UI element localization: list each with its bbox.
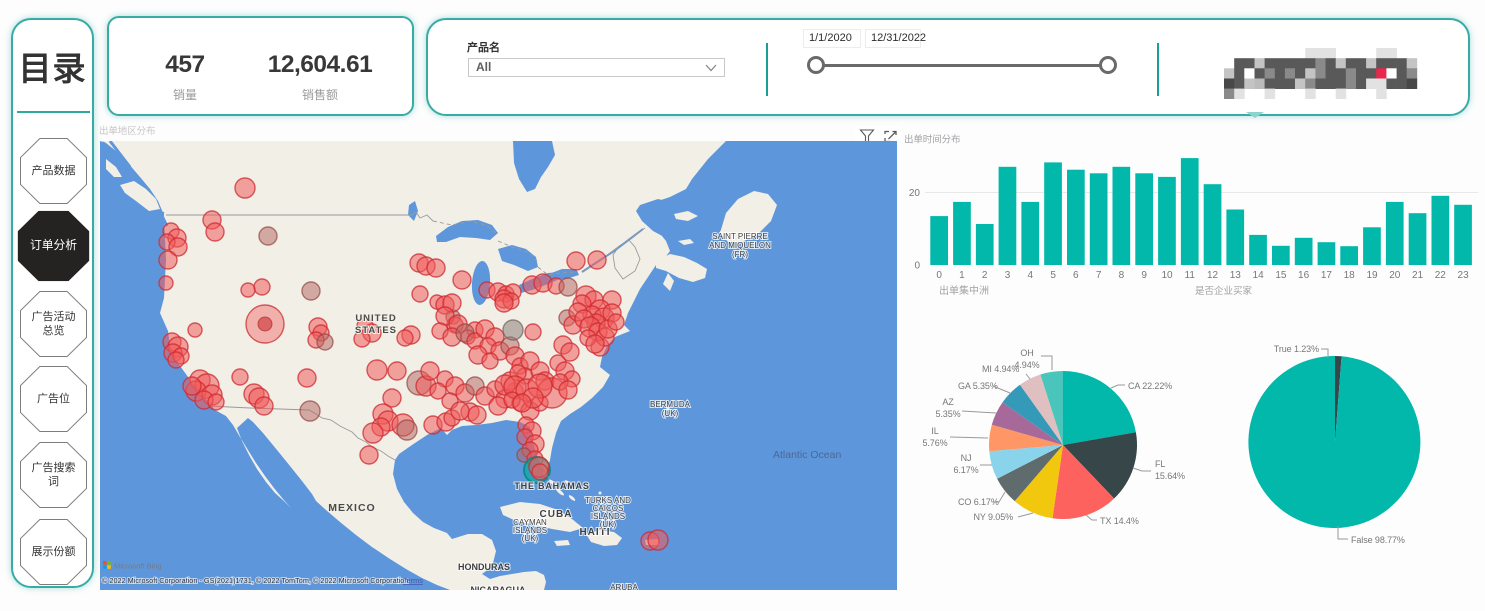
svg-text:Microsoft Bing: Microsoft Bing bbox=[114, 562, 162, 571]
svg-text:Terms: Terms bbox=[403, 576, 423, 585]
svg-text:AZ: AZ bbox=[942, 397, 954, 407]
svg-text:(UK): (UK) bbox=[600, 520, 617, 529]
svg-text:OH: OH bbox=[1020, 348, 1033, 358]
svg-text:HONDURAS: HONDURAS bbox=[458, 562, 510, 572]
svg-text:3: 3 bbox=[1005, 270, 1011, 281]
svg-text:CAYMAN: CAYMAN bbox=[513, 518, 547, 527]
svg-text:NY 9.05%: NY 9.05% bbox=[973, 512, 1013, 522]
svg-text:4: 4 bbox=[1028, 270, 1034, 281]
svg-text:GA 5.35%: GA 5.35% bbox=[958, 381, 998, 391]
svg-text:MEXICO: MEXICO bbox=[328, 502, 375, 514]
svg-text:False 98.77%: False 98.77% bbox=[1351, 535, 1405, 545]
svg-text:(UK): (UK) bbox=[522, 534, 539, 543]
svg-text:THE BAHAMAS: THE BAHAMAS bbox=[514, 481, 589, 491]
svg-text:5.35%: 5.35% bbox=[935, 409, 960, 419]
svg-text:14: 14 bbox=[1253, 270, 1265, 281]
svg-text:20: 20 bbox=[909, 188, 921, 199]
svg-text:15.64%: 15.64% bbox=[1155, 471, 1185, 481]
svg-text:AND MIQUELON: AND MIQUELON bbox=[709, 241, 771, 250]
svg-text:13: 13 bbox=[1230, 270, 1242, 281]
svg-text:HAITI: HAITI bbox=[579, 527, 610, 538]
svg-text:15: 15 bbox=[1275, 270, 1287, 281]
svg-text:IL: IL bbox=[931, 426, 938, 436]
svg-text:7: 7 bbox=[1096, 270, 1102, 281]
svg-text:0: 0 bbox=[914, 261, 920, 272]
svg-text:23: 23 bbox=[1458, 270, 1470, 281]
svg-text:TURKS AND: TURKS AND bbox=[585, 496, 631, 505]
svg-text:CUBA: CUBA bbox=[540, 509, 573, 520]
svg-text:4.94%: 4.94% bbox=[1014, 360, 1039, 370]
svg-text:12: 12 bbox=[1207, 270, 1219, 281]
svg-text:19: 19 bbox=[1366, 270, 1378, 281]
svg-text:(UK): (UK) bbox=[662, 409, 679, 418]
svg-text:FL: FL bbox=[1155, 459, 1165, 469]
svg-text:1: 1 bbox=[959, 270, 965, 281]
svg-text:Atlantic Ocean: Atlantic Ocean bbox=[773, 449, 841, 461]
svg-text:ISLANDS: ISLANDS bbox=[513, 526, 547, 535]
svg-text:22: 22 bbox=[1435, 270, 1447, 281]
svg-text:True 1.23%: True 1.23% bbox=[1274, 344, 1319, 354]
svg-text:9: 9 bbox=[1141, 270, 1147, 281]
svg-text:SAINT PIERRE: SAINT PIERRE bbox=[712, 232, 767, 241]
svg-text:TX 14.4%: TX 14.4% bbox=[1100, 516, 1139, 526]
svg-text:10: 10 bbox=[1161, 270, 1173, 281]
svg-text:ARUBA: ARUBA bbox=[610, 583, 638, 590]
svg-text:是否企业买家: 是否企业买家 bbox=[1195, 285, 1253, 297]
svg-text:6.17%: 6.17% bbox=[953, 465, 978, 475]
svg-text:CA 22.22%: CA 22.22% bbox=[1128, 381, 1172, 391]
svg-text:ISLANDS: ISLANDS bbox=[591, 512, 625, 521]
svg-text:18: 18 bbox=[1344, 270, 1356, 281]
svg-text:CO 6.17%: CO 6.17% bbox=[958, 497, 999, 507]
svg-text:21: 21 bbox=[1412, 270, 1424, 281]
svg-text:STATES: STATES bbox=[355, 325, 397, 336]
svg-text:5: 5 bbox=[1050, 270, 1056, 281]
svg-text:16: 16 bbox=[1298, 270, 1310, 281]
svg-text:MI 4.94%: MI 4.94% bbox=[982, 364, 1019, 374]
svg-text:8: 8 bbox=[1119, 270, 1125, 281]
svg-text:2: 2 bbox=[982, 270, 988, 281]
svg-text:CAICOS: CAICOS bbox=[593, 504, 624, 513]
svg-text:5.76%: 5.76% bbox=[922, 438, 947, 448]
svg-text:20: 20 bbox=[1389, 270, 1401, 281]
svg-text:UNITED: UNITED bbox=[355, 313, 396, 324]
svg-text:17: 17 bbox=[1321, 270, 1333, 281]
svg-text:(FR): (FR) bbox=[732, 250, 748, 259]
svg-text:NJ: NJ bbox=[961, 453, 972, 463]
svg-text:0: 0 bbox=[936, 270, 942, 281]
svg-text:NICARAGUA: NICARAGUA bbox=[471, 585, 526, 590]
svg-text:出单集中洲: 出单集中洲 bbox=[939, 284, 989, 297]
svg-text:11: 11 bbox=[1185, 270, 1196, 281]
svg-text:6: 6 bbox=[1073, 270, 1079, 281]
svg-text:BERMUDA: BERMUDA bbox=[650, 400, 691, 409]
svg-text:出单时间分布: 出单时间分布 bbox=[904, 134, 960, 146]
svg-text:© 2022 Microsoft Corporation -: © 2022 Microsoft Corporation - GS(2021)1… bbox=[102, 576, 408, 585]
